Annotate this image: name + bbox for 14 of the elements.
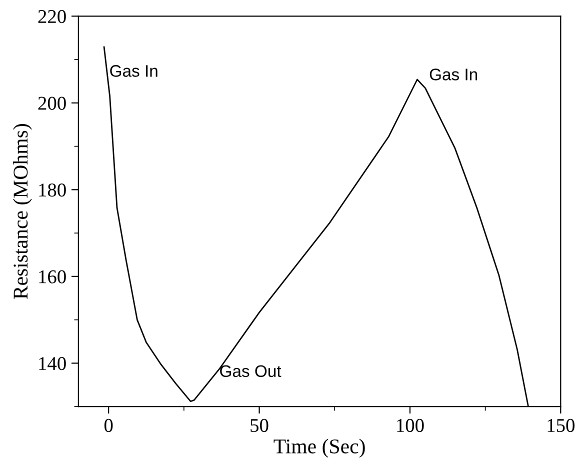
x-tick-label: 50 xyxy=(250,418,268,432)
x-axis-title: Time (Sec) xyxy=(274,438,365,458)
y-tick-label: 180 xyxy=(39,183,66,197)
annotation: Gas Out xyxy=(220,365,282,378)
annotation: Gas In xyxy=(430,68,478,80)
y-tick-label: 220 xyxy=(38,10,66,24)
x-tick-label: 100 xyxy=(397,418,424,432)
y-tick-label: 200 xyxy=(38,96,66,110)
y-axis-title: Resistance (MOhms) xyxy=(13,124,32,300)
y-tick-label: 140 xyxy=(39,357,66,370)
annotation: Gas In xyxy=(110,65,158,77)
x-tick-label: 150 xyxy=(548,418,575,432)
y-tick-label: 160 xyxy=(39,270,66,284)
x-tick-label: 0 xyxy=(104,418,113,432)
